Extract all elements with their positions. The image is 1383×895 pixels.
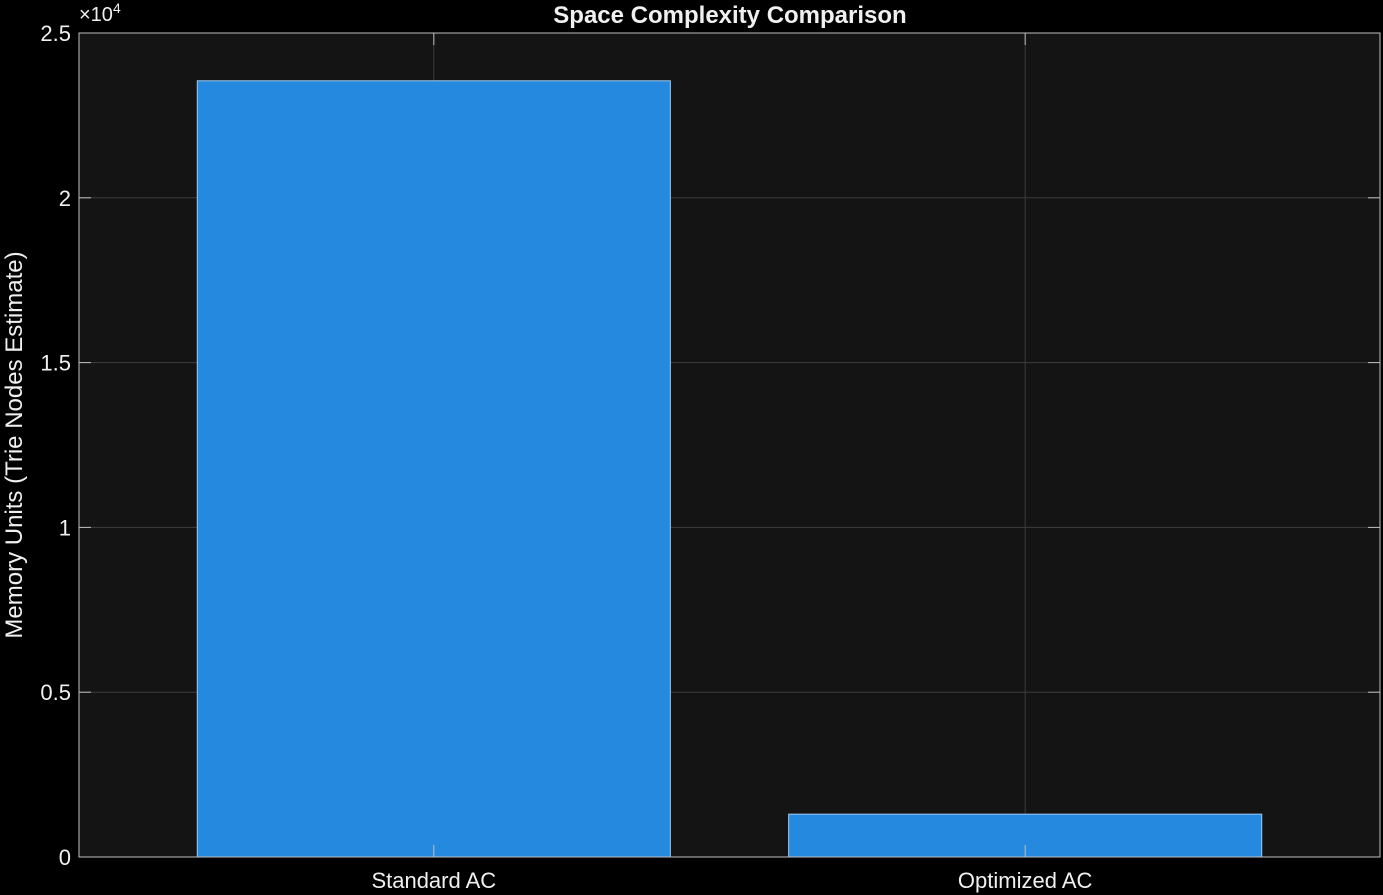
y-exponent-base: ×10 bbox=[79, 4, 113, 26]
y-tick-label: 0.5 bbox=[40, 680, 71, 705]
bars bbox=[196, 80, 1263, 858]
bar-standard-ac bbox=[196, 80, 671, 858]
chart-title: Space Complexity Comparison bbox=[553, 2, 906, 29]
tick-labels: 0 0.5 1 1.5 2 2.5 Standard AC Optimized AC bbox=[40, 21, 1092, 893]
y-axis-exponent: ×104 bbox=[79, 0, 121, 26]
x-tick-label: Optimized AC bbox=[958, 868, 1093, 893]
tick-marks bbox=[79, 32, 1380, 858]
y-tick-label: 2 bbox=[59, 186, 71, 211]
y-tick-label: 1 bbox=[59, 515, 71, 540]
y-axis-label: Memory Units (Trie Nodes Estimate) bbox=[1, 251, 28, 638]
x-tick-label: Standard AC bbox=[371, 868, 496, 893]
axes-frame bbox=[78, 32, 1381, 858]
y-tick-label: 0 bbox=[59, 845, 71, 870]
y-tick-label: 1.5 bbox=[40, 351, 71, 376]
y-tick-label: 2.5 bbox=[40, 21, 71, 46]
y-exponent-power: 4 bbox=[113, 0, 121, 16]
